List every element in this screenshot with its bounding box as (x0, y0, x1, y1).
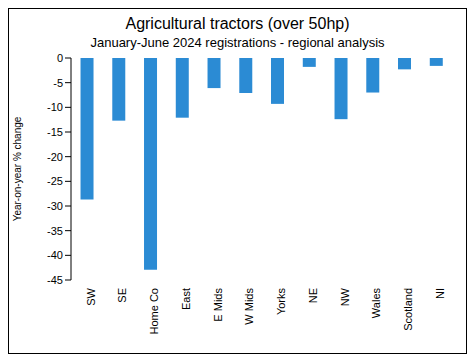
html-text:January-June 2024 registration: January-June 2024 registrations - region… (90, 35, 385, 50)
svg-text:-30: -30 (47, 200, 63, 212)
svg-text:-25: -25 (47, 175, 63, 187)
svg-text:-20: -20 (47, 151, 63, 163)
svg-text:East: East (180, 288, 192, 310)
svg-text:SE: SE (116, 288, 128, 303)
svg-text:Year-on-year % change: Year-on-year % change (12, 116, 23, 221)
svg-text:-40: -40 (47, 249, 63, 261)
svg-text:NI: NI (434, 288, 446, 299)
svg-text:Yorks: Yorks (275, 288, 287, 316)
svg-text:-10: -10 (47, 101, 63, 113)
svg-text:Home Co: Home Co (148, 288, 160, 334)
svg-text:NE: NE (307, 288, 319, 303)
svg-text:-45: -45 (47, 274, 63, 286)
svg-text:-15: -15 (47, 126, 63, 138)
svg-text:Scotland: Scotland (402, 288, 414, 331)
svg-text:E Mids: E Mids (212, 288, 224, 322)
html-text:Agricultural tractors (over 50: Agricultural tractors (over 50hp) (125, 15, 350, 32)
svg-text:Wales: Wales (370, 288, 382, 319)
svg-text:0: 0 (57, 52, 63, 64)
svg-text:SW: SW (85, 287, 97, 305)
svg-text:W Mids: W Mids (243, 288, 255, 325)
svg-text:-35: -35 (47, 225, 63, 237)
svg-text:-5: -5 (53, 77, 63, 89)
svg-text:NW: NW (339, 287, 351, 306)
